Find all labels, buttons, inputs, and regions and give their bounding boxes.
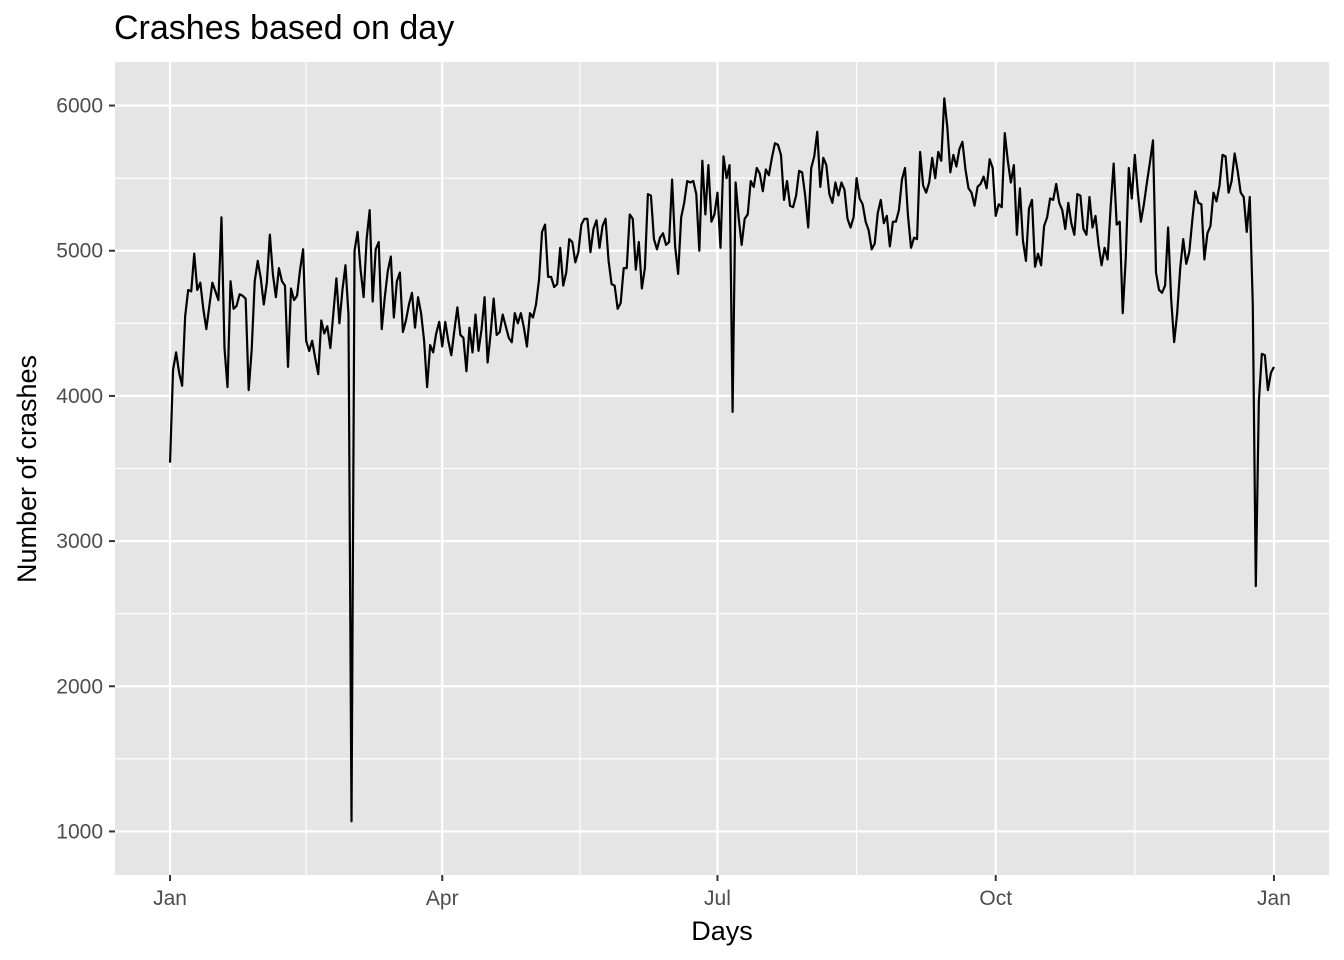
y-tick-label: 5000 bbox=[56, 240, 103, 263]
chart-title: Crashes based on day bbox=[114, 9, 454, 47]
x-tick-label: Jan bbox=[153, 887, 187, 910]
y-tick-label: 6000 bbox=[56, 95, 103, 118]
major-gridlines bbox=[115, 62, 1329, 875]
x-tick-label: Jul bbox=[704, 887, 731, 910]
x-tick-label: Apr bbox=[426, 887, 459, 910]
x-tick-label: Jan bbox=[1257, 887, 1291, 910]
y-axis: 1000 2000 3000 4000 5000 6000 bbox=[56, 95, 115, 843]
y-tick-label: 1000 bbox=[56, 820, 103, 843]
y-axis-title: Number of crashes bbox=[12, 355, 42, 583]
minor-gridlines bbox=[115, 62, 1329, 875]
y-tick-label: 3000 bbox=[56, 530, 103, 553]
x-axis-title: Days bbox=[691, 916, 753, 946]
y-tick-label: 4000 bbox=[56, 385, 103, 408]
y-tick-label: 2000 bbox=[56, 675, 103, 698]
x-axis: Jan Apr Jul Oct Jan bbox=[153, 875, 1291, 910]
series-line bbox=[168, 97, 1275, 823]
x-tick-label: Oct bbox=[979, 887, 1012, 910]
